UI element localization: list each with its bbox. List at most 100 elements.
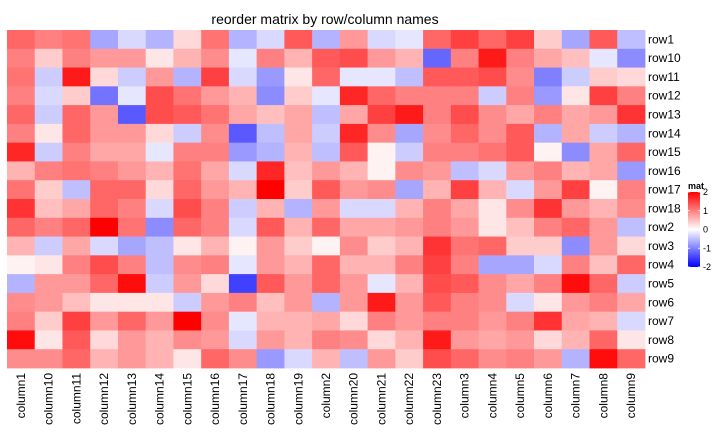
heatmap-cell-row10-column19 xyxy=(284,48,313,68)
heatmap-cell-row12-column3 xyxy=(450,86,479,106)
heatmap-cell-row17-column19 xyxy=(284,180,313,200)
row-label-row6: row6 xyxy=(648,295,674,309)
heatmap-cell-row6-column18 xyxy=(256,292,285,313)
heatmap-cell-row15-column3 xyxy=(450,142,479,162)
heatmap-cell-row6-column20 xyxy=(339,292,369,313)
heatmap-cell-row5-column5 xyxy=(506,274,535,294)
heatmap-cell-row5-column7 xyxy=(561,274,590,294)
heatmap-cell-row13-column11 xyxy=(62,105,91,125)
heatmap-cell-row11-column23 xyxy=(423,67,452,87)
heatmap-cell-row4-column18 xyxy=(256,255,285,275)
row-label-row7: row7 xyxy=(648,314,674,328)
heatmap-cell-row16-column17 xyxy=(228,161,258,181)
heatmap-cell-row14-column17 xyxy=(228,123,258,144)
heatmap-cell-row11-column7 xyxy=(561,67,590,87)
heatmap-cell-row7-column22 xyxy=(395,311,424,331)
heatmap-cell-row7-column7 xyxy=(561,311,590,331)
heatmap-cell-row14-column20 xyxy=(339,123,369,144)
heatmap-cell-row16-column16 xyxy=(201,161,230,181)
heatmap-cell-row15-column14 xyxy=(145,142,174,162)
heatmap-cell-row1-column21 xyxy=(367,30,396,50)
heatmap-cell-row4-column22 xyxy=(395,255,424,275)
heatmap-cell-row1-column14 xyxy=(145,30,174,50)
heatmap-cell-row6-column22 xyxy=(395,292,424,313)
heatmap-cell-row6-column7 xyxy=(561,292,590,313)
heatmap-cell-row18-column3 xyxy=(450,199,479,219)
heatmap-cell-row5-column23 xyxy=(423,274,452,294)
heatmap-cell-row2-column6 xyxy=(534,217,563,237)
heatmap-cell-row8-column19 xyxy=(284,330,313,350)
heatmap-cell-row2-column3 xyxy=(450,217,479,237)
heatmap-cell-row8-column9 xyxy=(617,330,646,350)
heatmap-cell-row15-column12 xyxy=(90,142,119,162)
heatmap-cell-row18-column13 xyxy=(117,199,147,219)
heatmap-cell-row12-column5 xyxy=(506,86,535,106)
heatmap-cell-row1-column23 xyxy=(423,30,452,50)
column-label-column20: column20 xyxy=(347,373,361,425)
heatmap-cell-row13-column12 xyxy=(90,105,119,125)
column-label-column14: column14 xyxy=(153,373,167,425)
heatmap-cell-row11-column12 xyxy=(90,67,119,87)
heatmap-cell-row5-column1 xyxy=(7,274,36,294)
heatmap-cell-row9-column18 xyxy=(256,349,285,369)
heatmap-cell-row6-column1 xyxy=(7,292,36,313)
heatmap-cell-row3-column8 xyxy=(589,236,618,256)
heatmap-cell-row7-column21 xyxy=(367,311,396,331)
heatmap-cell-row10-column20 xyxy=(339,48,369,68)
heatmap-cell-row17-column22 xyxy=(395,180,424,200)
row-label-row8: row8 xyxy=(648,333,674,347)
heatmap-cell-row6-column5 xyxy=(506,292,535,313)
heatmap-cell-row3-column21 xyxy=(367,236,396,256)
heatmap-cell-row8-column11 xyxy=(62,330,91,350)
heatmap-cell-row17-column10 xyxy=(34,180,63,200)
heatmap-cell-row10-column3 xyxy=(450,48,479,68)
column-label-column9: column9 xyxy=(624,373,638,419)
heatmap-cell-row6-column14 xyxy=(145,292,174,313)
heatmap-cell-row9-column12 xyxy=(90,349,119,369)
heatmap-cell-row1-column20 xyxy=(339,30,369,50)
color-legend: mat 2 1 0 -1 -2 xyxy=(688,181,711,272)
heatmap-cell-row9-column21 xyxy=(367,349,396,369)
heatmap-cell-row13-column1 xyxy=(7,105,36,125)
heatmap-cell-row6-column17 xyxy=(228,292,258,313)
heatmap-cell-row12-column23 xyxy=(423,86,452,106)
heatmap-cell-row17-column8 xyxy=(589,180,618,200)
heatmap-cell-row12-column21 xyxy=(367,86,396,106)
heatmap-cell-row4-column12 xyxy=(90,255,119,275)
column-labels: column1 column10 column11 column12 column13 c… xyxy=(14,373,638,425)
heatmap-cell-row15-column11 xyxy=(62,142,91,162)
heatmap-cell-row8-column17 xyxy=(228,330,258,350)
heatmap-cell-row10-column1 xyxy=(7,48,36,68)
heatmap-cell-row5-column15 xyxy=(173,274,202,294)
heatmap-cell-row10-column17 xyxy=(228,48,258,68)
heatmap-cell-row5-column8 xyxy=(589,274,618,294)
heatmap-cell-row9-column22 xyxy=(395,349,424,369)
heatmap-cell-row18-column9 xyxy=(617,199,646,219)
heatmap-cell-row11-column1 xyxy=(7,67,36,87)
heatmap-cell-row11-column14 xyxy=(145,67,174,87)
heatmap-cell-row12-column19 xyxy=(284,86,313,106)
heatmap-cell-row10-column23 xyxy=(423,48,452,68)
heatmap-cell-row10-column9 xyxy=(617,48,646,68)
heatmap-cell-row5-column3 xyxy=(450,274,479,294)
heatmap-cell-row14-column11 xyxy=(62,123,91,144)
heatmap-cell-row17-column20 xyxy=(339,180,369,200)
heatmap-cell-row1-column5 xyxy=(506,30,535,50)
heatmap-cell-row13-column15 xyxy=(173,105,202,125)
heatmap-cell-row2-column18 xyxy=(256,217,285,237)
heatmap-cell-row18-column15 xyxy=(173,199,202,219)
legend-tick-label: 1 xyxy=(703,206,708,216)
heatmap-cell-row12-column1 xyxy=(7,86,36,106)
row-label-row12: row12 xyxy=(648,89,681,103)
heatmap-cell-row8-column14 xyxy=(145,330,174,350)
heatmap-cell-row9-column7 xyxy=(561,349,590,369)
heatmap-cell-row17-column6 xyxy=(534,180,563,200)
heatmap-cell-row10-column22 xyxy=(395,48,424,68)
heatmap-cell-row17-column4 xyxy=(478,180,507,200)
column-label-column22: column22 xyxy=(402,373,416,425)
heatmap-cell-row14-column14 xyxy=(145,123,174,144)
heatmap-cell-row5-column19 xyxy=(284,274,313,294)
heatmap-cell-row1-column7 xyxy=(561,30,590,50)
column-label-column1: column1 xyxy=(14,373,28,419)
column-label-column17: column17 xyxy=(236,373,250,425)
